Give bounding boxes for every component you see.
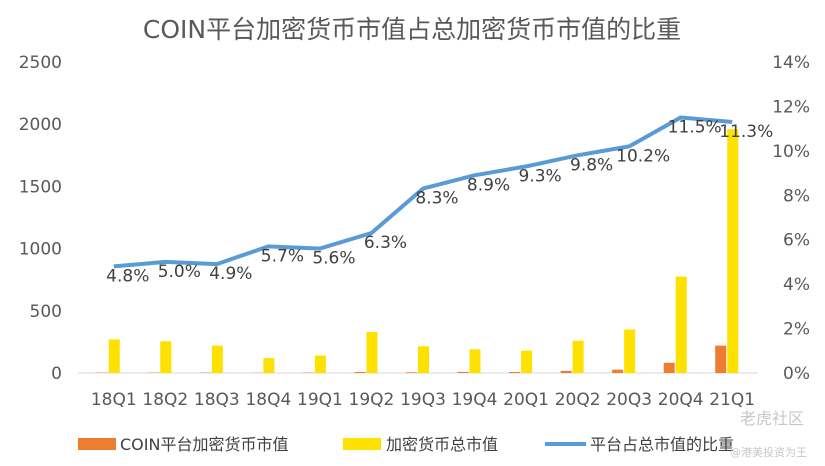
line-data-label: 9.3% (518, 166, 561, 186)
line-data-label: 6.3% (364, 233, 407, 253)
bar-coin (715, 345, 727, 373)
bar-total (418, 346, 429, 373)
legend-label-total: 加密货币总市值 (386, 435, 498, 454)
category-label: 19Q1 (297, 390, 343, 410)
line-data-labels: 4.8% 5.0% 4.9% 5.7% 5.6% 6.3% 8.3% 8.9% 9.3% 9.8%… (106, 118, 773, 287)
right-axis-ticks: 0% 2% 4% 6% 8% 10% 12% 14% (772, 53, 810, 384)
legend-label-ratio: 平台占总市值的比重 (590, 435, 734, 454)
left-axis-ticks: 0 500 1000 1500 2000 2500 (19, 53, 62, 384)
legend: COIN平台加密货币市值 加密货币总市值 平台占总市值的比重 (78, 435, 734, 454)
category-label: 19Q2 (349, 390, 395, 410)
category-label: 21Q1 (709, 390, 755, 410)
bar-coin (612, 369, 624, 373)
bar-total (572, 340, 584, 373)
left-tick-label: 1500 (19, 177, 62, 197)
line-data-label: 8.9% (467, 175, 510, 195)
bar-coin (509, 372, 521, 373)
line-data-label: 5.6% (312, 249, 355, 269)
bar-total (108, 339, 120, 373)
watermark-handle: @港美投资为王 (730, 445, 807, 459)
category-label: 20Q3 (606, 390, 652, 410)
bar-coin (354, 372, 366, 373)
legend-swatch-total (343, 438, 381, 450)
bar-total (314, 355, 326, 373)
line-data-label: 11.3% (719, 122, 773, 142)
line-data-label: 11.5% (668, 118, 722, 138)
category-label: 18Q2 (142, 390, 188, 410)
left-tick-label: 1000 (19, 240, 62, 260)
left-tick-label: 2500 (19, 53, 62, 73)
category-label: 20Q2 (555, 390, 601, 410)
bar-total (469, 349, 481, 373)
category-label: 18Q3 (194, 390, 240, 410)
right-tick-label: 4% (783, 275, 810, 295)
line-data-label: 4.9% (209, 264, 252, 284)
line-data-label: 9.8% (570, 155, 613, 175)
bar-total (521, 350, 533, 373)
right-tick-label: 2% (783, 320, 810, 340)
bar-total (675, 276, 687, 373)
bar-total (263, 358, 275, 373)
legend-swatch-coin (78, 438, 116, 450)
bar-total (366, 331, 378, 373)
legend-label-coin: COIN平台加密货币市值 (120, 435, 288, 454)
line-data-label: 4.8% (106, 266, 149, 286)
watermark-brand: 老虎社区 (740, 409, 804, 428)
category-label: 18Q1 (91, 390, 137, 410)
bar-series (96, 129, 739, 373)
category-label: 19Q3 (400, 390, 446, 410)
bar-coin (663, 362, 675, 373)
category-label: 20Q4 (658, 390, 704, 410)
bar-coin (406, 372, 417, 373)
left-tick-label: 0 (51, 364, 62, 384)
bar-total (160, 341, 172, 373)
line-data-label: 5.0% (158, 262, 201, 282)
bar-total (727, 129, 739, 373)
category-label: 19Q4 (452, 390, 498, 410)
ratio-line (113, 115, 733, 269)
line-data-label: 8.3% (415, 189, 458, 209)
right-tick-label: 14% (772, 53, 810, 73)
right-tick-label: 10% (772, 142, 810, 162)
right-tick-label: 12% (772, 97, 810, 117)
right-tick-label: 0% (783, 364, 810, 384)
category-label: 20Q1 (503, 390, 549, 410)
left-tick-label: 500 (30, 302, 62, 322)
x-axis-categories: 18Q1 18Q2 18Q3 18Q4 19Q1 19Q2 19Q3 19Q4 20Q1 20Q2… (91, 390, 755, 410)
bar-total (211, 345, 223, 373)
right-tick-label: 6% (783, 231, 810, 251)
bar-coin (457, 371, 469, 373)
line-data-label: 10.2% (616, 146, 670, 166)
chart-title: COIN平台加密货币市值占总加密货币市值的比重 (143, 15, 681, 44)
right-tick-label: 8% (783, 186, 810, 206)
watermark: 老虎社区 @港美投资为王 (730, 409, 807, 459)
bar-total (624, 329, 636, 373)
left-tick-label: 2000 (19, 115, 62, 135)
bar-coin (560, 370, 572, 373)
line-data-label: 5.7% (261, 246, 304, 266)
category-label: 18Q4 (245, 390, 291, 410)
